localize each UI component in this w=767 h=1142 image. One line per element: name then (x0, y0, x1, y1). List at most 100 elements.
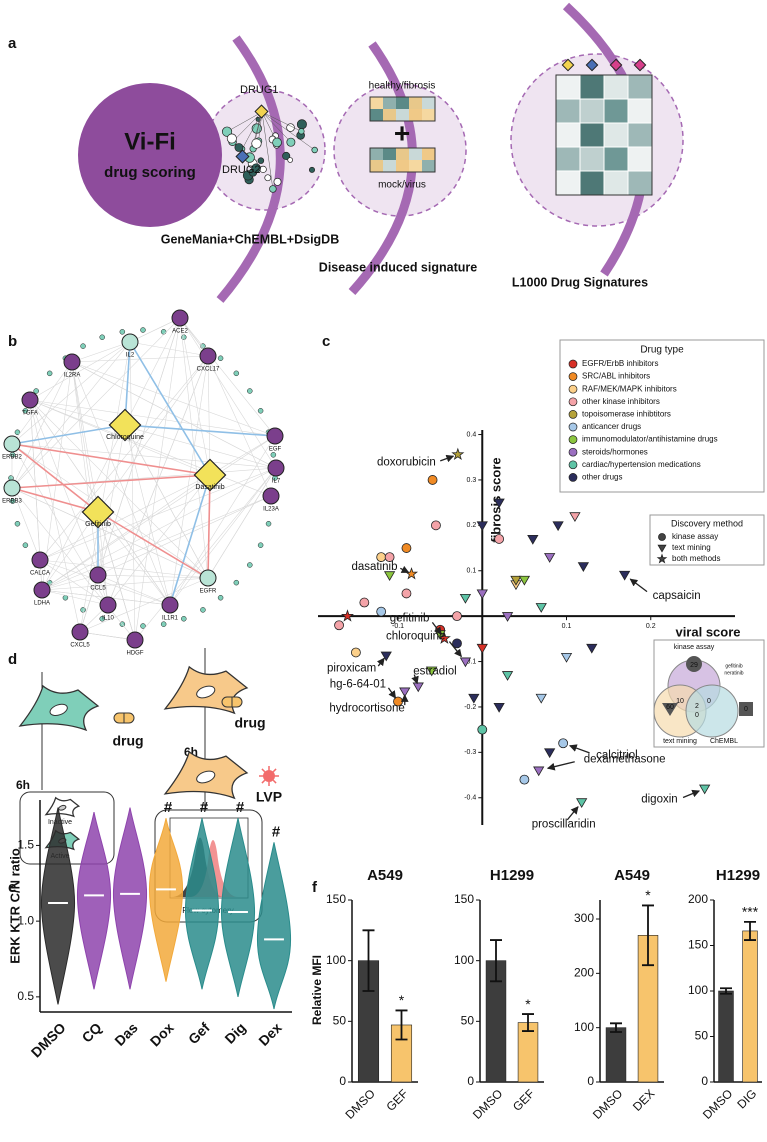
y-tick-label: 200 (574, 966, 594, 980)
edge (207, 474, 211, 579)
ring-node (80, 607, 86, 613)
background-edge (29, 399, 276, 437)
ring-node (181, 616, 187, 622)
background-edge (179, 317, 277, 469)
chart-title: H1299 (490, 867, 534, 884)
gene-node (21, 391, 39, 409)
point (519, 774, 530, 785)
heatmap-cell (579, 98, 605, 124)
network-node (286, 123, 295, 132)
y-axis-label: ERK KTR C/N ratio (7, 848, 22, 964)
y-tick-label: 0.2 (467, 522, 477, 529)
heatmap-cell (383, 160, 396, 172)
ring-node (265, 520, 272, 527)
heatmap-cell (627, 170, 653, 196)
heatmap-cell (603, 170, 629, 196)
y-tick-label: 100 (574, 1020, 594, 1034)
network-edge (261, 111, 292, 143)
point (401, 588, 412, 599)
edge (169, 474, 211, 606)
heatmap-cell (396, 148, 409, 160)
point (527, 534, 539, 545)
background-edge (29, 399, 272, 497)
heatmap-cell (627, 122, 653, 148)
network-node (311, 146, 318, 154)
ring-node (99, 616, 105, 622)
bar (605, 1027, 627, 1083)
edge (129, 341, 211, 476)
ring-node (119, 329, 126, 335)
drug-node (254, 104, 269, 119)
background-edge (39, 467, 277, 561)
node-label: EGFR (200, 589, 217, 595)
error-bar (610, 1022, 622, 1033)
chart-title: A549 (614, 867, 650, 884)
annotation: calcitriol (596, 749, 638, 761)
caption: GeneMania+ChEMBL+DsigDB (161, 232, 340, 246)
background-edge (169, 435, 276, 606)
point (577, 562, 590, 572)
logo-title: Vi-Fi (124, 128, 176, 155)
caption: L1000 Drug Signatures (512, 275, 648, 289)
violin (76, 812, 112, 990)
point (494, 534, 505, 544)
y-tick-label: 200 (688, 892, 708, 906)
node-label: TGFA (22, 411, 38, 417)
heatmap-cell (627, 146, 653, 172)
x-tick-label: DMSO (700, 1086, 735, 1121)
background-edge (41, 435, 276, 591)
background-edge (97, 511, 136, 641)
legend-swatch (568, 384, 578, 394)
annotation: estradiol (413, 666, 456, 678)
drug-marker (585, 58, 599, 72)
annotation-arrow (448, 641, 462, 658)
point (380, 651, 392, 662)
background-edge (11, 317, 181, 489)
bar (718, 990, 734, 1083)
logo-subtitle: drug scoring (104, 164, 196, 181)
annotation-arrow (682, 789, 700, 799)
point (405, 567, 419, 580)
network-node (257, 157, 265, 164)
ring-node (247, 562, 253, 568)
point (383, 571, 396, 582)
drug-node (235, 149, 250, 164)
point (535, 603, 547, 613)
heatmap-cell (555, 170, 581, 196)
heatmap-cell (370, 160, 383, 172)
point (476, 643, 488, 654)
node-label: Chloroquine (106, 434, 144, 441)
x-tick-label: 0.1 (562, 623, 572, 630)
violin (112, 807, 148, 990)
gene-node (89, 566, 107, 584)
node-label: IL10 (102, 616, 114, 622)
point (533, 766, 545, 777)
x-tick-label: DMSO (343, 1086, 378, 1121)
annotation: dexamethasone (584, 754, 666, 766)
background-edge (97, 424, 126, 576)
y-tick-label: 0 (339, 1074, 346, 1088)
ring-node (80, 343, 86, 349)
panel-label: c (322, 333, 330, 350)
network-node (251, 163, 261, 173)
background-edge (79, 574, 99, 633)
network-node (287, 157, 293, 163)
point (376, 606, 387, 617)
violin (220, 818, 256, 997)
significance: * (645, 887, 651, 903)
venn-note: gefitinib (725, 663, 742, 669)
significance: # (272, 823, 281, 840)
background-edge (97, 511, 109, 606)
background-edge (39, 559, 109, 606)
error-bar (720, 987, 732, 995)
legend-swatch (568, 473, 578, 482)
edge (11, 424, 126, 445)
background-edge (29, 399, 209, 579)
panel-label: d (8, 651, 17, 668)
network-edge (261, 111, 302, 132)
point (340, 609, 354, 622)
error-bar (490, 939, 502, 983)
annotation-arrow (431, 622, 442, 636)
venn-count: 0 (744, 706, 748, 713)
